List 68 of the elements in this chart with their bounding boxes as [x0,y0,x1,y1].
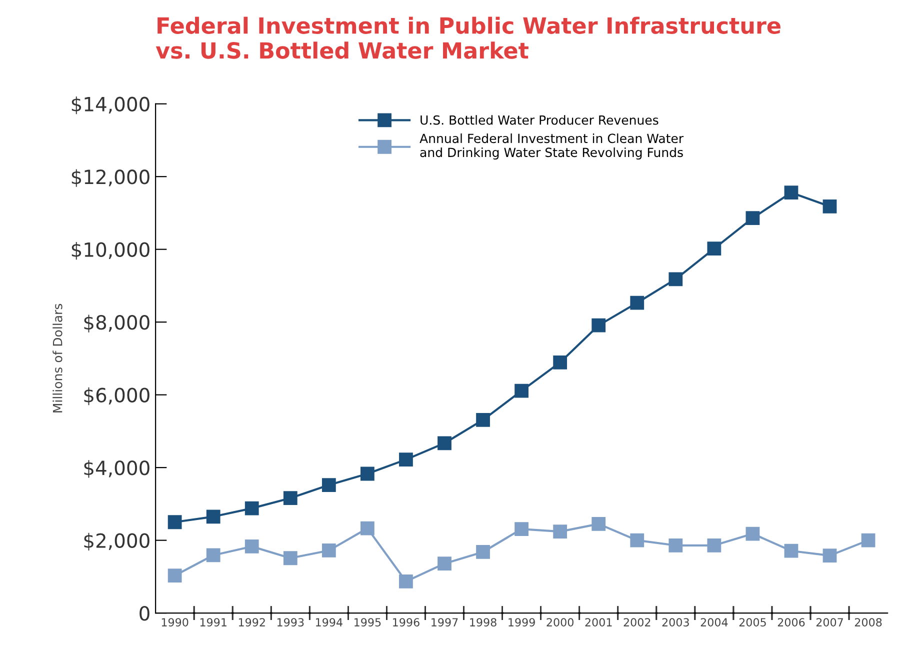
point [476,545,490,559]
point [438,556,452,571]
point [322,544,336,558]
point [168,515,182,530]
x-tick-label: 1999 [508,618,535,627]
point [399,452,413,467]
point [399,574,413,588]
point [746,526,760,541]
point [784,186,798,200]
point [553,356,568,370]
point [784,544,798,558]
legend-label: U.S. Bottled Water Producer Revenues [420,115,658,125]
y-tick-label: $4,000 [84,460,150,478]
legend-label: Annual Federal Investment in Clean Water and Drinking Water State Revolving Funds [420,133,684,160]
y-tick-label: $12,000 [72,169,150,187]
point [476,412,490,427]
x-tick-label: 1997 [432,618,458,627]
point [630,533,644,548]
point [668,272,683,286]
y-tick-label: $14,000 [72,96,150,114]
point [244,540,259,554]
point [707,242,722,256]
point [861,533,876,548]
point [553,524,568,539]
y-tick-label: $10,000 [72,242,150,260]
x-tick-label: 2005 [739,618,766,627]
x-tick-label: 2007 [816,618,843,627]
point [206,510,220,524]
x-tick-label: 2002 [624,618,650,627]
point [592,318,606,332]
x-tick-label: 2006 [778,618,805,627]
point [668,538,683,552]
point [746,211,760,225]
point [360,521,374,536]
x-tick-label: 1990 [162,618,188,627]
y-tick-label: $8,000 [84,314,150,332]
x-tick-label: 2003 [662,618,689,627]
x-tick-label: 1993 [277,618,304,627]
x-tick-label: 1994 [316,618,342,627]
x-tick-label: 2004 [700,618,728,627]
chart-title: Federal Investment in Public Water Infrastructure vs. U.S. Bottled Water Market [156,16,780,59]
x-tick-label: 2008 [854,618,882,627]
point [592,516,606,531]
point [322,478,336,492]
point [514,522,528,536]
point [822,199,837,214]
y-axis-title: Millions of Dollars [52,304,62,412]
x-tick-label: 1996 [393,618,420,627]
x-tick-label: 1992 [238,618,265,627]
y-tick-label: 0 [140,606,150,621]
y-tick-label: $6,000 [84,387,150,406]
point [438,436,452,450]
point [514,384,528,398]
point [822,548,837,563]
point [168,568,182,583]
point [283,491,298,506]
point [206,548,220,562]
point [630,296,644,310]
point [283,551,298,566]
point [244,501,259,516]
y-tick-label: $2,000 [84,532,150,551]
x-tick-label: 2000 [546,618,574,627]
point [707,538,722,552]
x-tick-label: 1995 [354,618,381,627]
x-tick-label: 2001 [585,618,612,627]
x-tick-label: 1998 [470,618,496,627]
x-tick-label: 1991 [200,618,226,627]
point [360,466,374,481]
